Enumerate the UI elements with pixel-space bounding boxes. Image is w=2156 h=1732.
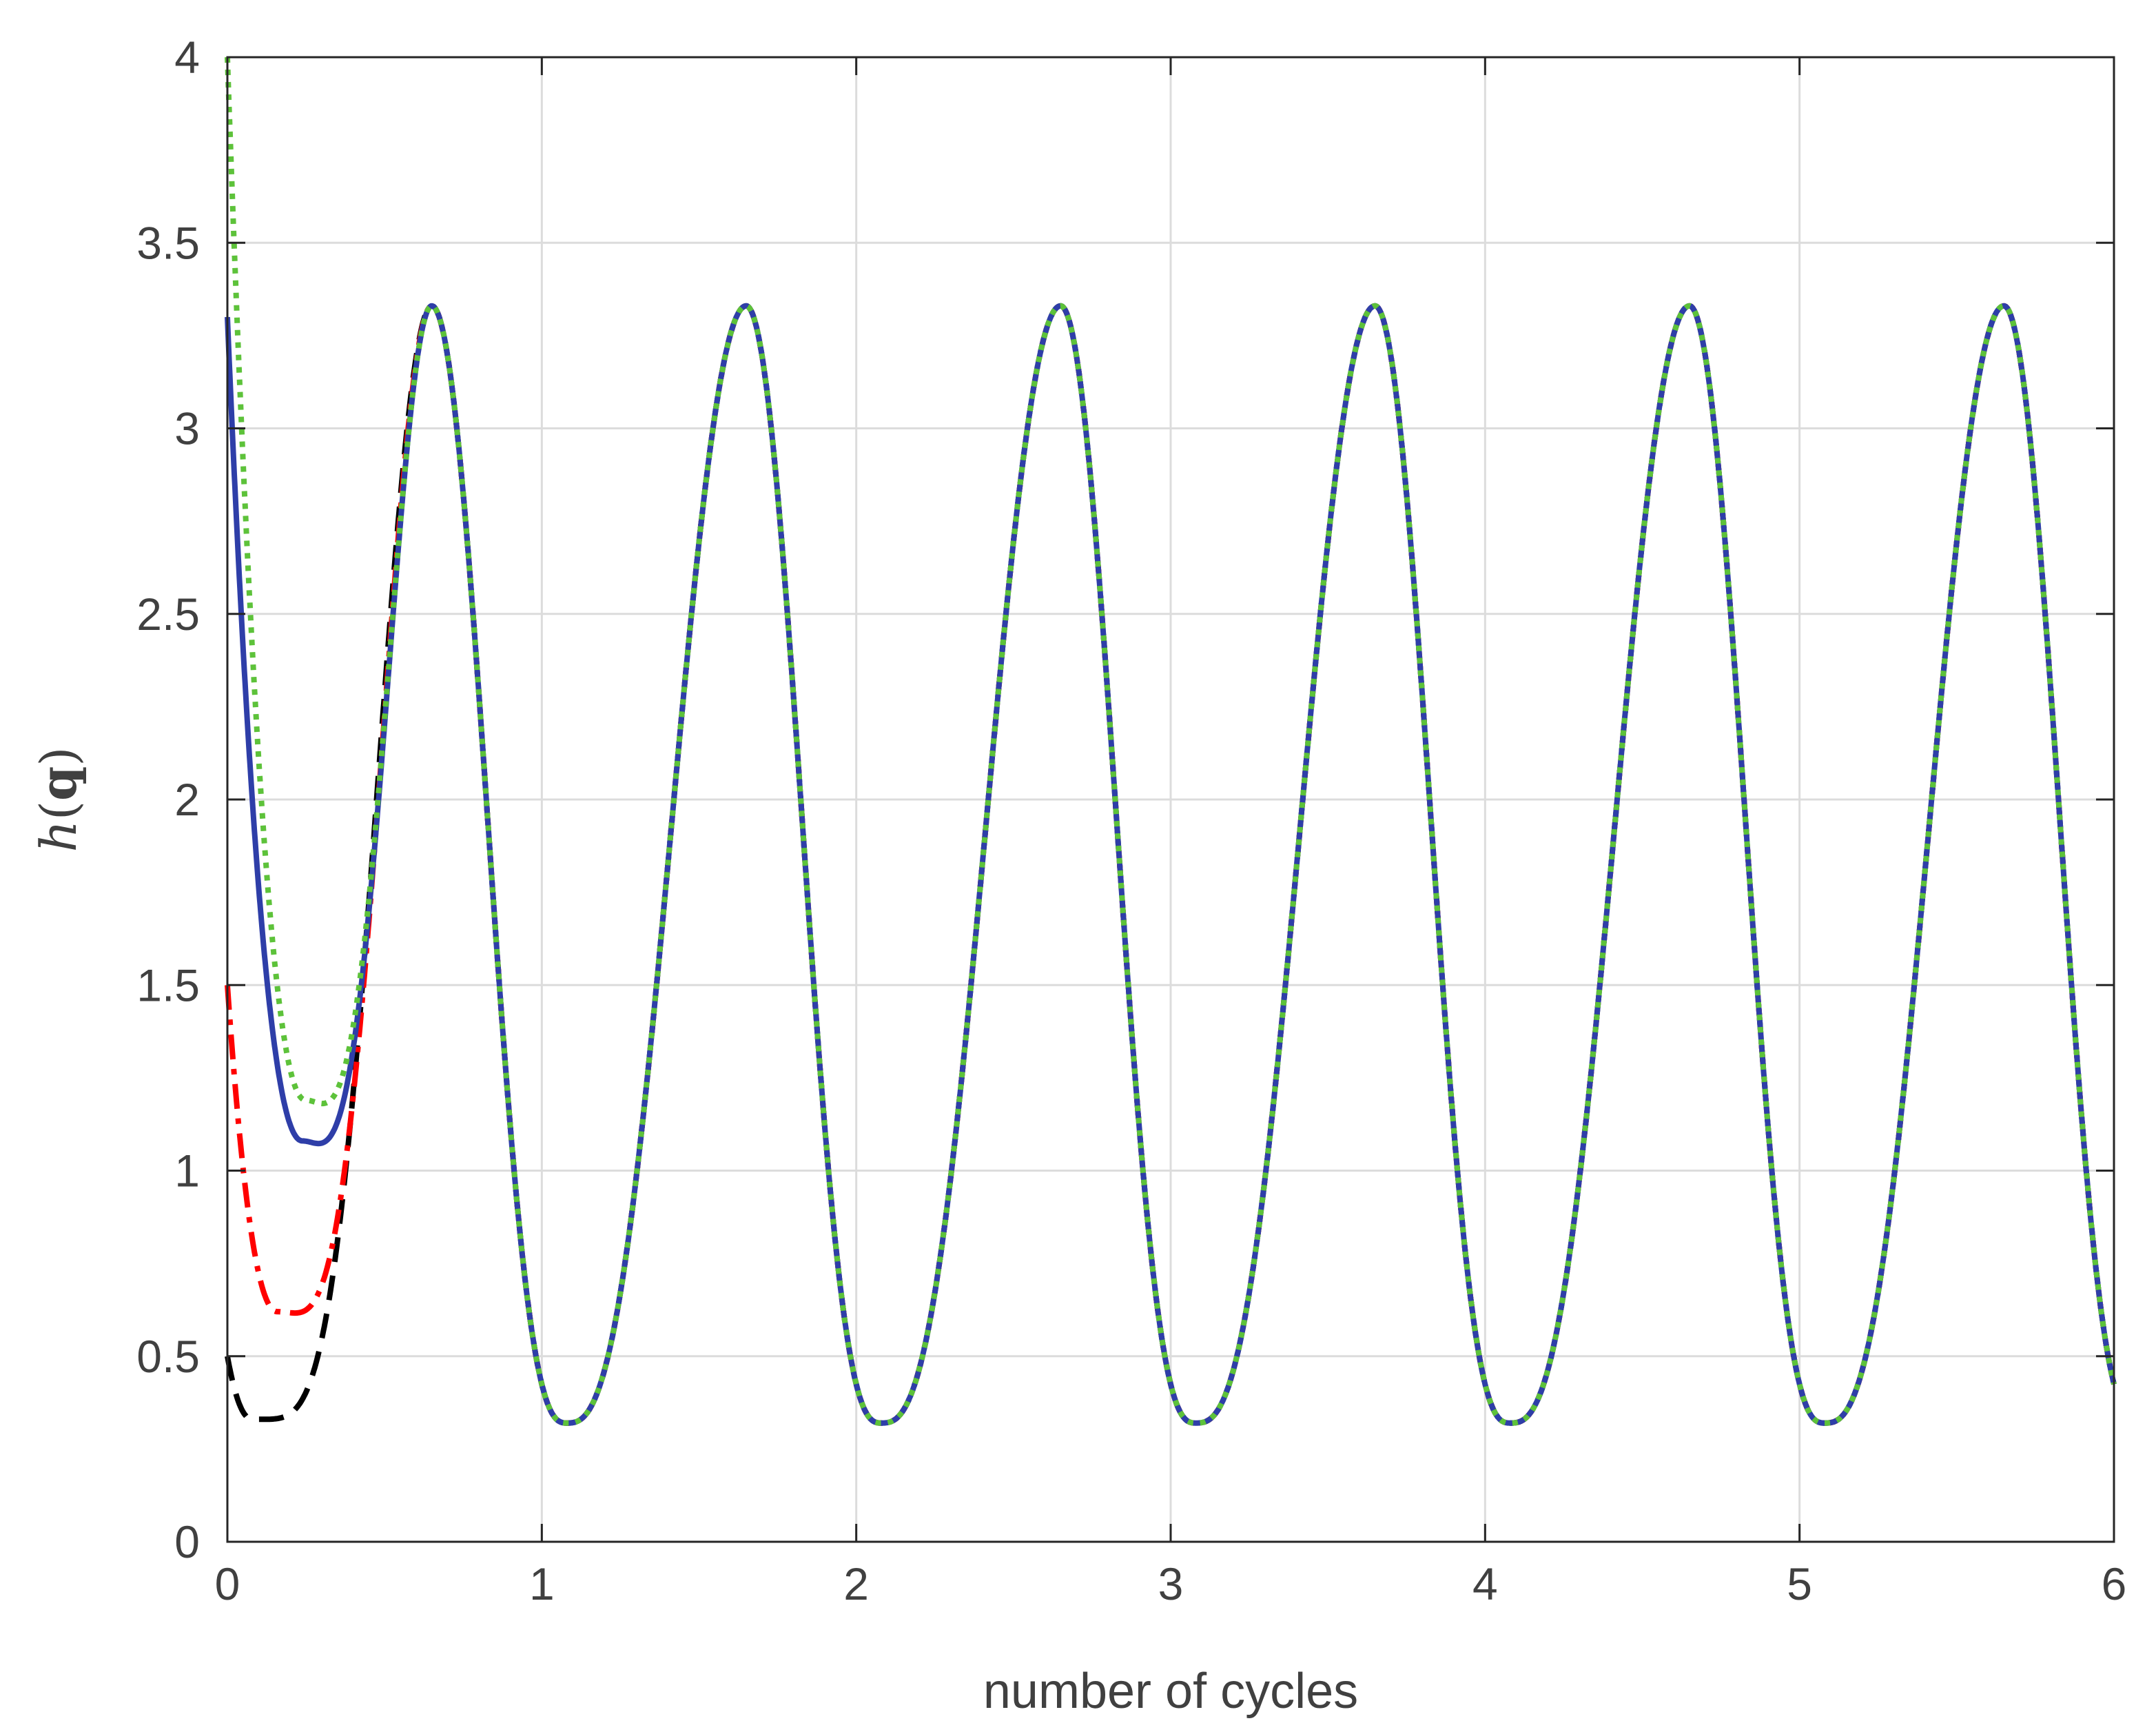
- y-tick-label: 1.5: [136, 959, 200, 1010]
- y-tick-label: 4: [174, 32, 200, 83]
- x-tick-label: 3: [1158, 1558, 1184, 1609]
- x-tick-label: 1: [529, 1558, 555, 1609]
- y-tick-labels: 0 0.5 1 1.5 2 2.5 3 3.5 4: [136, 32, 200, 1567]
- series-line: [225, 57, 2117, 1426]
- series-group: [225, 57, 2117, 1426]
- y-axis-label: h(q): [29, 747, 88, 853]
- y-tick-label: 1: [174, 1145, 200, 1196]
- x-tick-label: 4: [1472, 1558, 1498, 1609]
- x-tick-label: 0: [215, 1558, 240, 1609]
- x-axis-label: number of cycles: [983, 1664, 1358, 1719]
- y-tick-label: 0.5: [136, 1331, 200, 1382]
- x-tick-labels: 0 1 2 3 4 5 6: [215, 1558, 2127, 1609]
- ticks: [226, 56, 2115, 1543]
- y-tick-label: 3.5: [136, 217, 200, 268]
- y-tick-label: 2.5: [136, 589, 200, 640]
- x-tick-label: 5: [1787, 1558, 1812, 1609]
- y-tick-label: 3: [174, 403, 200, 454]
- grid: [227, 57, 2114, 1542]
- x-tick-label: 6: [2102, 1558, 2127, 1609]
- y-tick-label: 2: [174, 774, 200, 825]
- y-tick-label: 0: [174, 1516, 200, 1567]
- x-tick-label: 2: [843, 1558, 869, 1609]
